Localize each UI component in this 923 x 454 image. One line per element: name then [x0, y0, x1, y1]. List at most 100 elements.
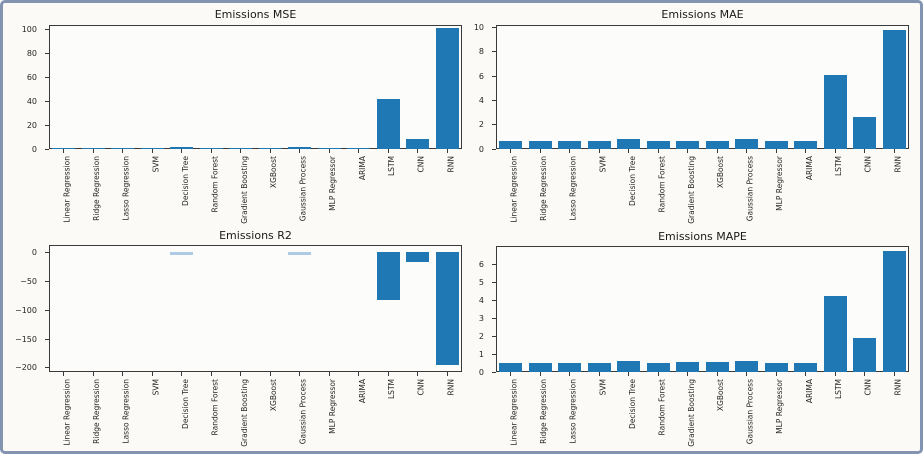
bar-random-forest [646, 363, 670, 372]
x-tick [716, 372, 718, 376]
x-tick [657, 149, 659, 153]
bar-svm [140, 148, 164, 149]
x-tick-label: XGBoost [716, 379, 726, 412]
x-tick [628, 372, 630, 376]
bar-mlp-regressor [317, 148, 341, 149]
y-tick-label: 3 [478, 313, 484, 323]
y-tick-label: 10 [473, 22, 484, 32]
x-tick-label: Linear Regression [62, 156, 72, 223]
x-tick-label: SVM [598, 156, 608, 173]
x-tick [510, 372, 512, 376]
x-tick-label: XGBoost [269, 156, 279, 189]
x-tick-label: MLP Regressor [775, 379, 785, 434]
x-tick [775, 149, 777, 153]
x-tick-label: LSTM [387, 156, 397, 176]
chart-title-mse: Emissions MSE [214, 8, 297, 21]
x-tick-label: CNN [863, 379, 873, 396]
x-tick-label: Gaussian Process [298, 156, 308, 222]
x-tick [417, 149, 419, 153]
x-tick [746, 149, 748, 153]
bar-cnn [406, 139, 430, 149]
bar-random-forest [646, 140, 670, 149]
x-tick-label: CNN [416, 379, 426, 396]
x-tick [63, 149, 65, 153]
y-tick [492, 281, 496, 283]
x-tick-label: Linear Regression [62, 379, 72, 446]
x-tick [864, 149, 866, 153]
y-tick [492, 75, 496, 77]
x-tick-label: Gaussian Process [298, 379, 308, 445]
bar-gradient-boosting [229, 148, 253, 149]
x-tick [358, 149, 360, 153]
x-tick [240, 149, 242, 153]
y-tick-label: 80 [26, 48, 37, 58]
x-tick-label: Decision Tree [180, 379, 190, 429]
y-tick-label: 100 [21, 24, 37, 34]
x-tick [269, 149, 271, 153]
x-tick [775, 372, 777, 376]
x-tick [181, 149, 183, 153]
x-tick-label: SVM [151, 379, 161, 396]
x-tick-label: Ridge Regression [92, 156, 102, 221]
x-tick [358, 372, 360, 376]
bar-cnn [406, 252, 430, 263]
x-tick-label: Gradient Boosting [686, 379, 696, 447]
x-tick-label: Random Forest [657, 379, 667, 436]
x-tick-label: Decision Tree [627, 156, 637, 206]
x-tick [151, 149, 153, 153]
y-tick [492, 51, 496, 53]
x-tick-label: RNN [893, 156, 903, 173]
x-tick [598, 372, 600, 376]
y-tick [492, 26, 496, 28]
x-tick [539, 149, 541, 153]
bar-ridge-regression [528, 141, 552, 149]
x-tick [417, 372, 419, 376]
x-tick-label: Linear Regression [509, 379, 519, 446]
bar-xgboost [705, 140, 729, 149]
x-tick [328, 372, 330, 376]
chart-title-mae: Emissions MAE [661, 8, 744, 21]
y-tick [45, 124, 49, 126]
bar-gaussian-process [288, 147, 312, 149]
x-tick-label: Lasso Regression [568, 156, 578, 221]
y-tick [45, 338, 49, 340]
y-tick [45, 309, 49, 311]
x-tick [598, 149, 600, 153]
bar-gradient-boosting [676, 140, 700, 149]
bar-mlp-regressor [764, 140, 788, 149]
bar-mlp-regressor [764, 363, 788, 372]
y-tick-label: 0 [31, 144, 37, 154]
bar-cnn [853, 337, 877, 372]
bar-rnn [435, 252, 459, 366]
y-tick-label: 40 [26, 96, 37, 106]
y-tick [492, 99, 496, 101]
x-tick-label: Ridge Regression [539, 379, 549, 444]
x-tick-label: Random Forest [210, 379, 220, 436]
x-tick [151, 372, 153, 376]
bar-decision-tree [170, 147, 194, 149]
bar-ridge-regression [81, 148, 105, 149]
chart-emissions-r2: Emissions R2 [3, 3, 920, 451]
x-tick [181, 372, 183, 376]
y-tick-label: 4 [478, 95, 484, 105]
x-tick [446, 149, 448, 153]
y-tick [45, 251, 49, 253]
x-tick-label: MLP Regressor [775, 156, 785, 211]
plot-area-mape [496, 246, 909, 372]
x-tick [299, 372, 301, 376]
bar-lasso-regression [558, 140, 582, 149]
bar-linear-regression [499, 141, 523, 149]
y-tick-label: −150 [15, 334, 37, 344]
x-tick [299, 149, 301, 153]
x-tick [657, 372, 659, 376]
bar-arima [794, 140, 818, 149]
x-tick [122, 149, 124, 153]
bar-rnn [435, 28, 459, 149]
y-tick [45, 100, 49, 102]
x-tick [628, 149, 630, 153]
x-tick [687, 149, 689, 153]
x-tick [387, 149, 389, 153]
x-tick-label: SVM [598, 379, 608, 396]
x-tick-label: Lasso Regression [568, 379, 578, 444]
bar-lasso-regression [558, 363, 582, 372]
